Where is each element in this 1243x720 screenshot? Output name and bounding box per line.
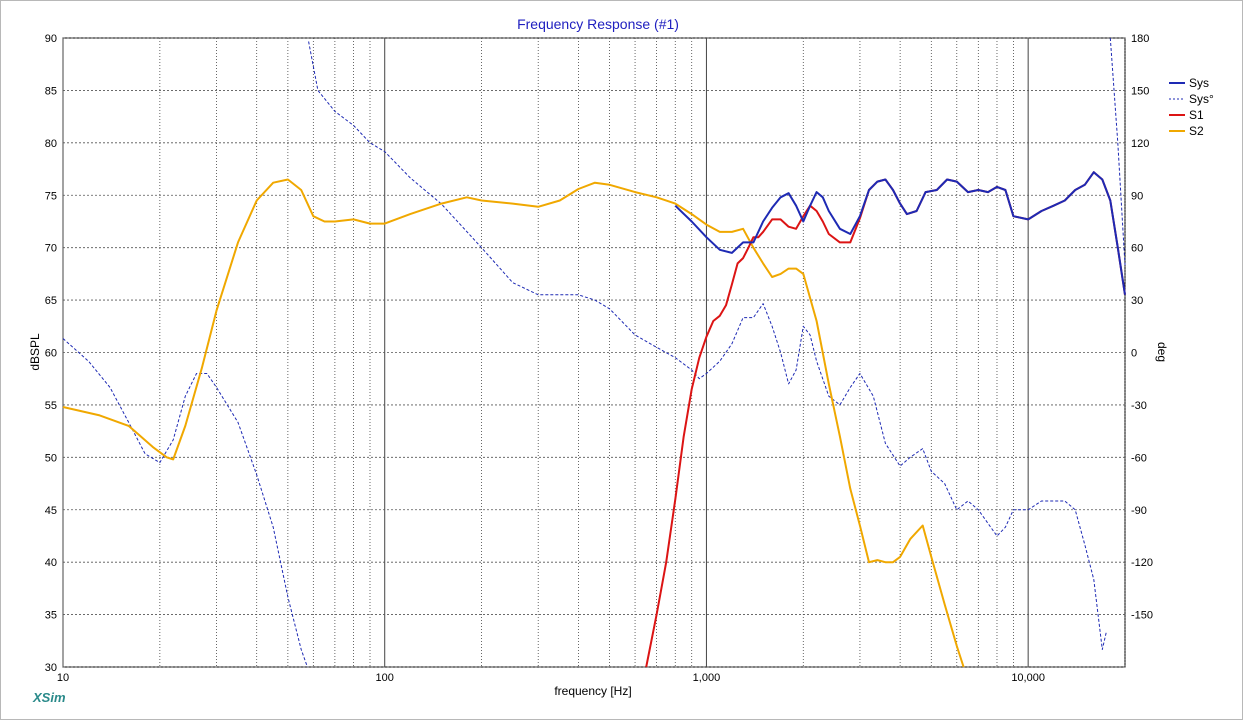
series-line-sys (674, 171, 1126, 295)
chart-title: Frequency Response (#1) (517, 16, 679, 32)
x-axis-label: frequency [Hz] (554, 684, 631, 698)
y2-axis-label: deg (1155, 342, 1169, 362)
y2-tick-label: 120 (1131, 138, 1149, 150)
y-tick-label: 75 (45, 190, 57, 202)
x-tick-label: 1,000 (693, 672, 721, 684)
y2-tick-label: -150 (1131, 610, 1153, 622)
y2-tick-label: -30 (1131, 400, 1147, 412)
y-axis-label: dBSPL (28, 333, 42, 371)
x-tick-label: 10 (57, 672, 69, 684)
tick-labels: 90 85 80 75 70 65 60 55 50 45 40 35 30 180 150 120 90 60 3… (45, 33, 1153, 684)
y2-tick-label: -90 (1131, 505, 1147, 517)
series-layer (62, 37, 1126, 668)
y2-tick-label: 150 (1131, 85, 1149, 97)
y-tick-label: 90 (45, 33, 57, 45)
y2-tick-label: 90 (1131, 190, 1143, 202)
y-tick-label: 40 (45, 557, 57, 569)
y-tick-label: 55 (45, 400, 57, 412)
y2-tick-label: 60 (1131, 243, 1143, 255)
y-tick-label: 30 (45, 662, 57, 674)
series-line-sys-phase (62, 37, 1126, 668)
x-tick-label: 10,000 (1011, 672, 1045, 684)
legend-label-sys: Sys (1189, 76, 1209, 90)
y-tick-label: 70 (45, 243, 57, 255)
brand-logo: XSim (32, 690, 66, 705)
y-tick-label: 35 (45, 610, 57, 622)
y2-tick-label: 180 (1131, 33, 1149, 45)
y-tick-label: 50 (45, 452, 57, 464)
legend-label-s2: S2 (1189, 124, 1204, 138)
y-tick-label: 65 (45, 295, 57, 307)
series-line-s2 (62, 178, 965, 668)
legend-label-sys-phase: Sys° (1189, 92, 1214, 106)
y2-tick-label: 0 (1131, 348, 1137, 360)
y-tick-label: 60 (45, 348, 57, 360)
grid-lines (62, 37, 1126, 668)
y2-tick-label: -120 (1131, 557, 1153, 569)
legend-label-s1: S1 (1189, 108, 1204, 122)
y-tick-label: 85 (45, 85, 57, 97)
legend: Sys Sys° S1 S2 (1169, 76, 1214, 138)
y2-tick-label: -60 (1131, 452, 1147, 464)
plot-area (62, 37, 1126, 668)
x-tick-label: 100 (376, 672, 394, 684)
y-tick-label: 80 (45, 138, 57, 150)
y2-tick-label: 30 (1131, 295, 1143, 307)
y-tick-label: 45 (45, 505, 57, 517)
